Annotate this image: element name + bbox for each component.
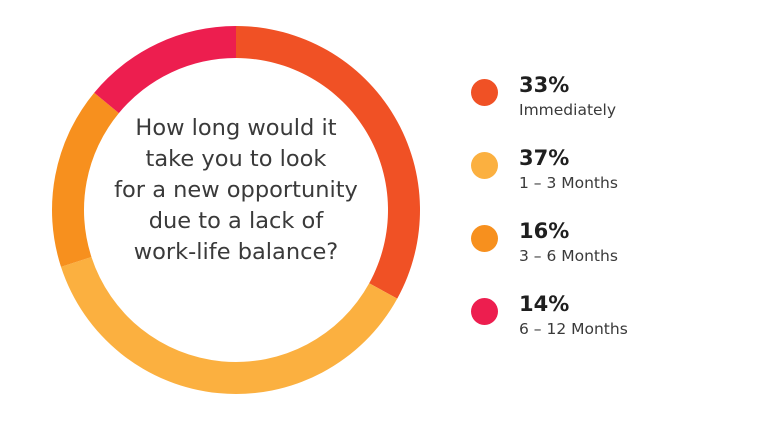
donut-slice xyxy=(94,26,237,114)
legend-swatch xyxy=(471,298,498,325)
legend-label: 6 – 12 Months xyxy=(519,320,628,338)
legend-item: 37% 1 – 3 Months xyxy=(471,146,761,219)
legend-label: 1 – 3 Months xyxy=(519,174,618,192)
legend-swatch xyxy=(471,152,498,179)
legend-label: Immediately xyxy=(519,101,617,119)
center-line: take you to look xyxy=(145,146,327,172)
donut-slice xyxy=(236,26,420,299)
legend-label: 3 – 6 Months xyxy=(519,247,618,265)
center-line: work-life balance? xyxy=(133,239,339,265)
donut-chart xyxy=(52,26,420,394)
center-question: How long would it take you to look for a… xyxy=(90,113,382,268)
legend-item: 33% Immediately xyxy=(471,73,761,146)
center-line: due to a lack of xyxy=(148,208,324,234)
center-line: How long would it xyxy=(135,115,337,141)
legend-swatch xyxy=(471,225,498,252)
legend-percent: 14% xyxy=(519,292,570,316)
donut-slice xyxy=(52,92,119,267)
donut-slice xyxy=(61,256,398,394)
legend-item: 16% 3 – 6 Months xyxy=(471,219,761,292)
legend: 33% Immediately 37% 1 – 3 Months 16% 3 –… xyxy=(471,73,761,365)
legend-percent: 33% xyxy=(519,73,570,97)
legend-percent: 16% xyxy=(519,219,570,243)
legend-swatch xyxy=(471,79,498,106)
center-line: for a new opportunity xyxy=(114,177,358,203)
legend-percent: 37% xyxy=(519,146,570,170)
legend-item: 14% 6 – 12 Months xyxy=(471,292,761,365)
